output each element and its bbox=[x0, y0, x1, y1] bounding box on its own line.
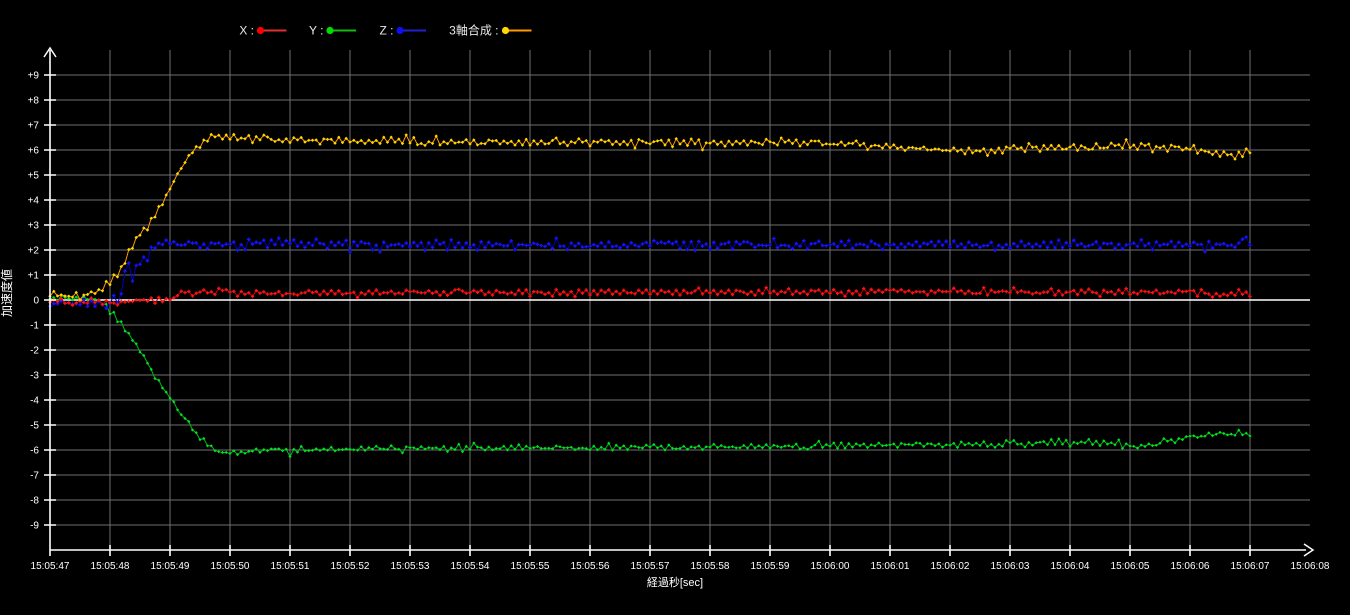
svg-text:15:05:48: 15:05:48 bbox=[91, 561, 130, 572]
svg-text:15:05:49: 15:05:49 bbox=[151, 561, 190, 572]
svg-text:-8: -8 bbox=[30, 496, 39, 507]
svg-text:+9: +9 bbox=[28, 71, 40, 82]
svg-text:15:06:06: 15:06:06 bbox=[1171, 561, 1210, 572]
svg-text:15:05:50: 15:05:50 bbox=[211, 561, 250, 572]
svg-text:加速度値: 加速度値 bbox=[0, 269, 14, 317]
svg-text:15:05:55: 15:05:55 bbox=[511, 561, 550, 572]
svg-text:-7: -7 bbox=[30, 471, 39, 482]
svg-text:15:06:02: 15:06:02 bbox=[931, 561, 970, 572]
svg-text:15:06:05: 15:06:05 bbox=[1111, 561, 1150, 572]
svg-text:0: 0 bbox=[33, 296, 39, 307]
svg-text:-9: -9 bbox=[30, 521, 39, 532]
svg-text:+1: +1 bbox=[28, 271, 40, 282]
svg-text:+3: +3 bbox=[28, 221, 40, 232]
svg-text:経過秒[sec]: 経過秒[sec] bbox=[647, 575, 703, 589]
svg-text:15:06:03: 15:06:03 bbox=[991, 561, 1030, 572]
svg-text:15:05:47: 15:05:47 bbox=[31, 561, 70, 572]
svg-text:-5: -5 bbox=[30, 421, 39, 432]
svg-text:-1: -1 bbox=[30, 321, 39, 332]
svg-text:15:06:08: 15:06:08 bbox=[1291, 561, 1330, 572]
svg-text:15:06:07: 15:06:07 bbox=[1231, 561, 1270, 572]
svg-text:15:06:00: 15:06:00 bbox=[811, 561, 850, 572]
svg-text:15:05:53: 15:05:53 bbox=[391, 561, 430, 572]
svg-text:+8: +8 bbox=[28, 96, 40, 107]
svg-text:15:05:59: 15:05:59 bbox=[751, 561, 790, 572]
svg-text:15:05:58: 15:05:58 bbox=[691, 561, 730, 572]
svg-text:+7: +7 bbox=[28, 121, 40, 132]
svg-text:15:05:56: 15:05:56 bbox=[571, 561, 610, 572]
svg-text:15:06:01: 15:06:01 bbox=[871, 561, 910, 572]
svg-text:+6: +6 bbox=[28, 146, 40, 157]
svg-text:-6: -6 bbox=[30, 446, 39, 457]
svg-text:15:05:52: 15:05:52 bbox=[331, 561, 370, 572]
svg-text:+4: +4 bbox=[28, 196, 40, 207]
svg-text:+2: +2 bbox=[28, 246, 40, 257]
svg-text:+5: +5 bbox=[28, 171, 40, 182]
svg-text:15:05:57: 15:05:57 bbox=[631, 561, 670, 572]
svg-text:15:05:54: 15:05:54 bbox=[451, 561, 490, 572]
svg-text:15:06:04: 15:06:04 bbox=[1051, 561, 1090, 572]
svg-text:-3: -3 bbox=[30, 371, 39, 382]
svg-text:15:05:51: 15:05:51 bbox=[271, 561, 310, 572]
svg-text:Y :: Y : bbox=[309, 24, 323, 38]
svg-text:X :: X : bbox=[239, 24, 254, 38]
svg-text:Z :: Z : bbox=[380, 24, 394, 38]
svg-text:-4: -4 bbox=[30, 396, 39, 407]
svg-text:-2: -2 bbox=[30, 346, 39, 357]
svg-text:3軸合成 :: 3軸合成 : bbox=[449, 23, 498, 38]
